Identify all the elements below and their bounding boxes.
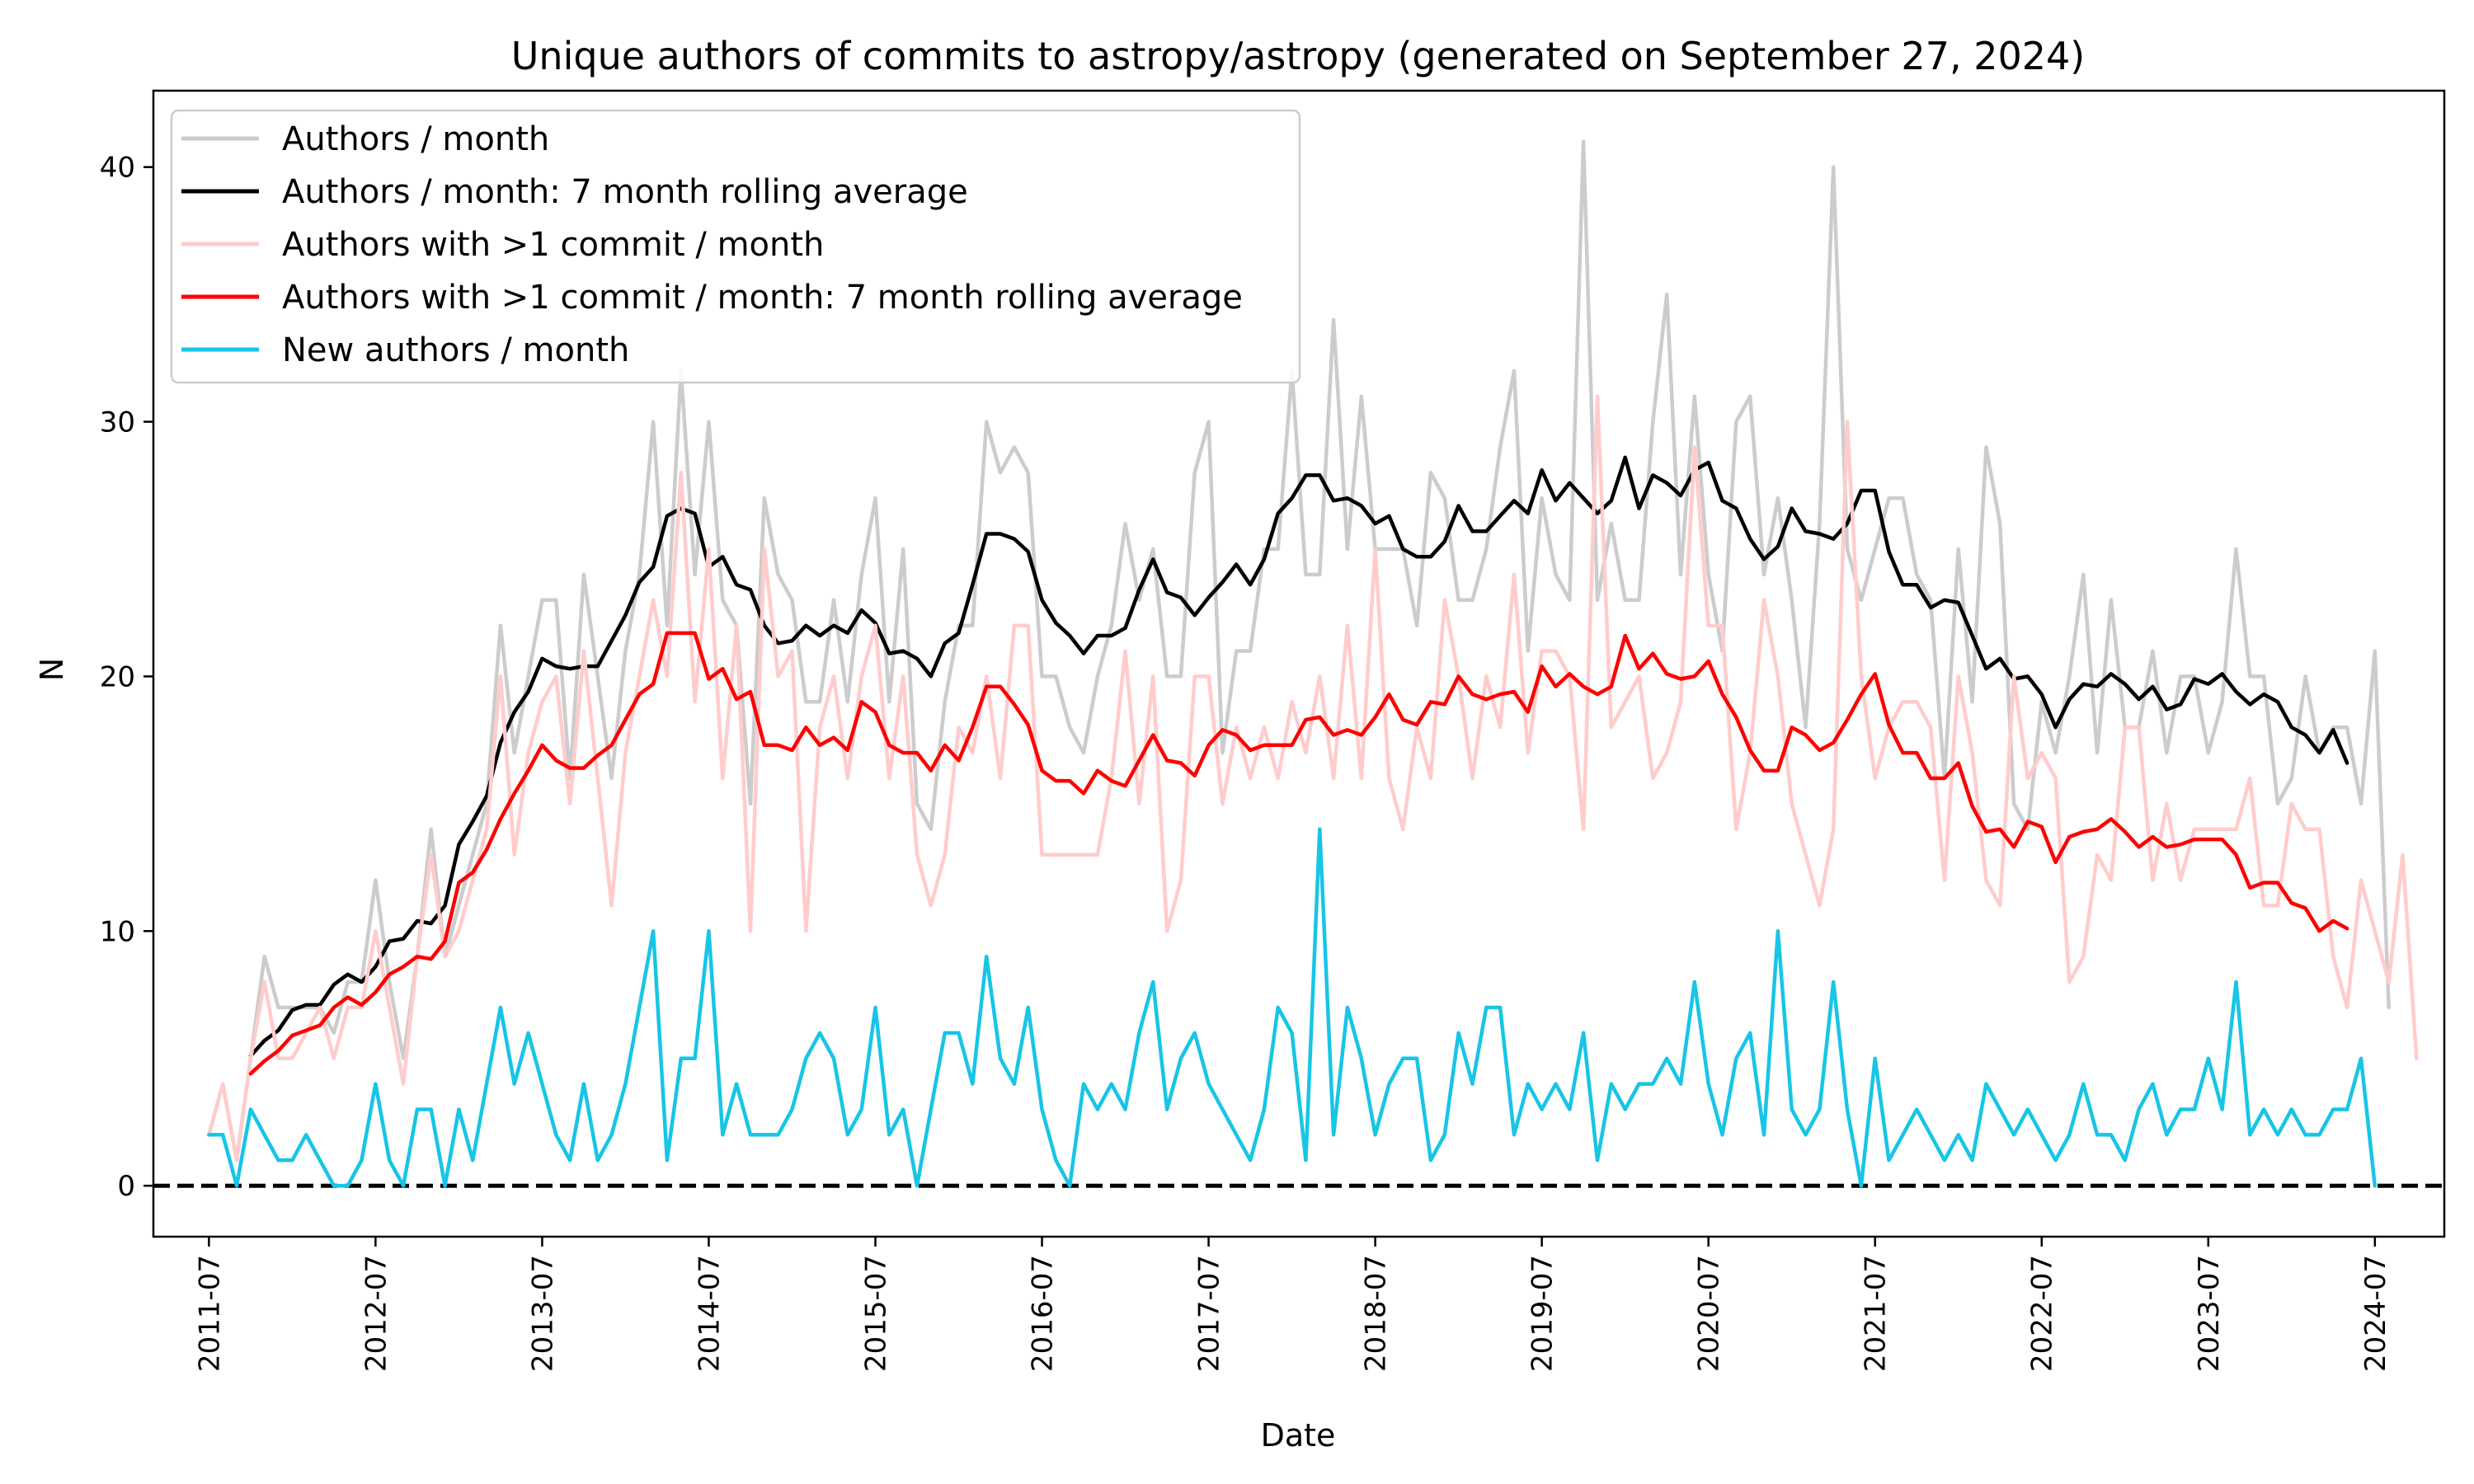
- x-tick-label: 2020-07: [1693, 1255, 1726, 1372]
- plot-frame: [152, 89, 2446, 1238]
- y-tick-label: 0: [117, 1170, 135, 1203]
- legend: Authors / month Authors / month: 7 month …: [170, 109, 1301, 384]
- x-tick-label: 2022-07: [2026, 1255, 2059, 1372]
- x-axis: 2011-07 2012-07 2013-07 2014-07 2015-07 2016-…: [193, 1237, 2392, 1372]
- x-tick-label: 2018-07: [1360, 1255, 1393, 1372]
- x-tick-label: 2014-07: [693, 1255, 726, 1372]
- x-tick-label: 2016-07: [1027, 1255, 1060, 1372]
- series-line-3: [248, 631, 2349, 1076]
- x-tick-label: 2021-07: [1860, 1255, 1893, 1372]
- series-line-2: [207, 394, 2419, 1162]
- legend-label-0: Authors / month: [282, 120, 549, 158]
- x-tick-label: 2023-07: [2193, 1255, 2226, 1372]
- x-tick-label: 2012-07: [360, 1255, 393, 1372]
- x-tick-label: 2017-07: [1193, 1255, 1226, 1372]
- y-tick-label: 10: [100, 915, 135, 948]
- chart-title: Unique authors of commits to astropy/ast…: [511, 34, 2085, 78]
- legend-label-3: Authors with >1 commit / month: 7 month …: [282, 279, 1243, 317]
- legend-label-2: Authors with >1 commit / month: [282, 226, 824, 264]
- legend-label-1: Authors / month: 7 month rolling average: [282, 173, 968, 211]
- x-tick-label: 2015-07: [859, 1255, 892, 1372]
- legend-box: [170, 109, 1301, 384]
- y-tick-label: 30: [100, 406, 135, 439]
- plot-area: [153, 139, 2444, 1188]
- y-tick-label: 20: [100, 660, 135, 693]
- series-line-4: [207, 827, 2378, 1188]
- x-axis-label: Date: [1261, 1417, 1336, 1453]
- x-tick-label: 2013-07: [526, 1255, 559, 1372]
- series-line-1: [248, 455, 2349, 1058]
- x-tick-label: 2019-07: [1526, 1255, 1559, 1372]
- x-tick-label: 2011-07: [193, 1255, 226, 1372]
- y-tick-label: 40: [100, 152, 135, 185]
- legend-label-4: New authors / month: [282, 331, 629, 369]
- y-axis: 0 10 20 30 40: [100, 152, 153, 1203]
- x-tick-label: 2024-07: [2359, 1255, 2392, 1372]
- y-axis-label: N: [34, 658, 70, 681]
